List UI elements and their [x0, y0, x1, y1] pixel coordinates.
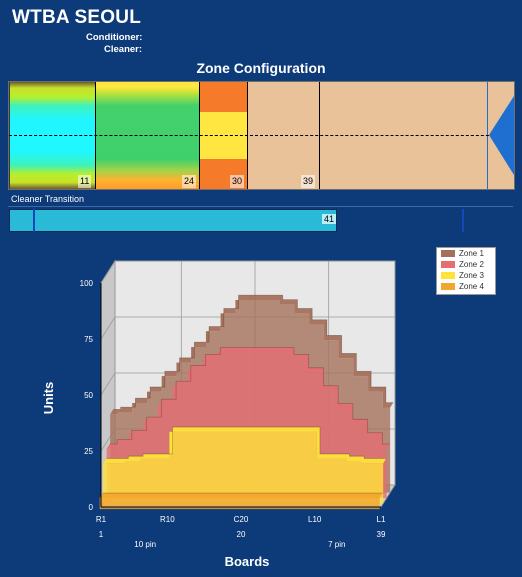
pin-label: 7 pin [328, 540, 345, 549]
lane-zone-map[interactable]: 11 24 30 39 [8, 81, 515, 190]
cleaner-transition-bar[interactable]: 41 [9, 209, 337, 232]
legend-item-zone3: Zone 3 [437, 271, 495, 281]
center-dashed-line [9, 135, 514, 136]
board-number-label: 20 [237, 530, 246, 539]
gridline-wall [100, 260, 116, 284]
cleaner-transition-divider [8, 206, 513, 207]
series-top-4 [99, 493, 383, 498]
boundary-label-1: 11 [78, 175, 92, 188]
cleaner-start-marker[interactable] [33, 209, 35, 232]
legend-label-zone3: Zone 3 [459, 271, 484, 280]
legend-item-zone4: Zone 4 [437, 282, 495, 292]
y-tick-label: 100 [80, 279, 94, 288]
series-line-1 [113, 294, 394, 410]
boundary-label-3: 30 [230, 175, 245, 188]
legend-label-zone4: Zone 4 [459, 282, 484, 291]
y-axis-title: Units [41, 382, 56, 415]
legend-label-zone1: Zone 1 [459, 249, 484, 258]
conditioner-label: Conditioner: [86, 32, 143, 43]
series-top-3 [103, 427, 387, 464]
series-line-3 [106, 426, 387, 459]
pin-deck-triangle-icon [489, 96, 514, 175]
cleaner-transition-label: Cleaner Transition [11, 194, 85, 204]
series-area-4 [99, 497, 380, 510]
board-number-label: 39 [377, 530, 386, 539]
cleaner-label: Cleaner: [104, 44, 143, 55]
legend-item-zone2: Zone 2 [437, 260, 495, 270]
series-area-3 [103, 431, 384, 504]
chart-legend: Zone 1 Zone 2 Zone 3 Zone 4 [436, 247, 496, 295]
cleaner-end-marker[interactable] [462, 209, 464, 232]
gridline-wall [100, 316, 116, 340]
boundary-label-4: 39 [301, 175, 316, 188]
cleaner-transition-value: 41 [321, 214, 336, 224]
x-tick-label: L1 [377, 515, 386, 524]
legend-swatch-zone4 [441, 283, 455, 291]
series-line-2 [109, 347, 390, 445]
series-top-1 [110, 295, 394, 415]
y-tick-label: 75 [84, 335, 93, 344]
legend-swatch-zone3 [441, 272, 455, 280]
x-tick-label: L10 [308, 515, 322, 524]
boundary-label-2: 24 [182, 175, 197, 188]
legend-label-zone2: Zone 2 [459, 260, 484, 269]
gridline-wall [100, 372, 116, 396]
pin-label: 10 pin [134, 540, 156, 549]
y-tick-label: 50 [84, 391, 93, 400]
x-tick-label: C20 [234, 515, 249, 524]
zone-configuration-title: Zone Configuration [196, 60, 326, 76]
legend-item-zone1: Zone 1 [437, 249, 495, 259]
app-title: WTBA SEOUL [12, 7, 142, 28]
legend-swatch-zone1 [441, 250, 455, 258]
board-number-label: 1 [99, 530, 104, 539]
x-tick-label: R10 [160, 515, 175, 524]
y-tick-label: 0 [89, 503, 94, 512]
legend-swatch-zone2 [441, 261, 455, 269]
y-tick-label: 25 [84, 447, 93, 456]
x-tick-label: R1 [96, 515, 107, 524]
x-axis-title: Boards [225, 554, 270, 569]
